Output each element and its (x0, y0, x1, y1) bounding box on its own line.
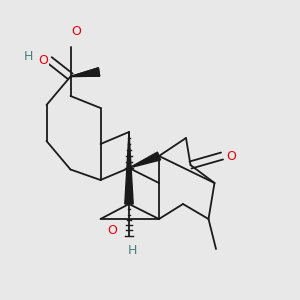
Polygon shape (70, 68, 100, 76)
Text: O: O (226, 149, 236, 163)
Polygon shape (70, 68, 100, 76)
Text: O: O (72, 25, 81, 38)
Text: O: O (108, 224, 117, 238)
Polygon shape (129, 152, 160, 168)
Polygon shape (125, 132, 133, 204)
Text: O: O (39, 53, 48, 67)
Text: H: H (127, 244, 137, 257)
Text: H: H (24, 50, 33, 64)
